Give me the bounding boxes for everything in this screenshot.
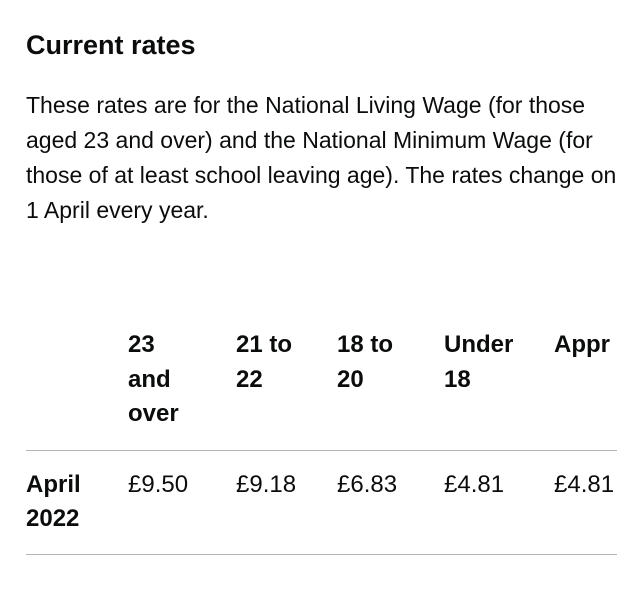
column-header-text: 23 and over — [128, 331, 179, 427]
column-header: 18 to 20 — [337, 328, 444, 451]
table-body: April 2022 £9.50 £9.18 £6.83 £4.81 £4.81 — [26, 450, 617, 555]
column-header-text: Under 18 — [444, 331, 514, 393]
column-header-text: Appr — [554, 331, 610, 358]
column-header-text: 21 to 22 — [236, 331, 293, 393]
column-header-text: 18 to 20 — [337, 331, 394, 393]
heading: Current rates — [26, 30, 196, 60]
column-header: Appr — [554, 328, 617, 451]
rate-cell: £6.83 — [337, 450, 444, 555]
header-row: 23 and over 21 to 22 18 to 20 Under 18 Appr — [26, 328, 617, 451]
table-container: 23 and over 21 to 22 18 to 20 Under 18 Appr … — [26, 328, 617, 555]
rate-cell: £4.81 — [554, 450, 617, 555]
rate-cell: £9.18 — [236, 450, 337, 555]
row-header: April 2022 — [26, 450, 128, 555]
column-header: 21 to 22 — [236, 328, 337, 451]
corner-cell — [26, 328, 128, 451]
rates-table: 23 and over 21 to 22 18 to 20 Under 18 Appr … — [26, 328, 617, 555]
rate-cell: £9.50 — [128, 450, 236, 555]
column-header: Under 18 — [444, 328, 554, 451]
table-row: April 2022 £9.50 £9.18 £6.83 £4.81 £4.81 — [26, 450, 617, 555]
column-header: 23 and over — [128, 328, 236, 451]
table-head: 23 and over 21 to 22 18 to 20 Under 18 Appr — [26, 328, 617, 451]
rate-cell: £4.81 — [444, 450, 554, 555]
paragraph: These rates are for the National Living … — [26, 92, 617, 223]
